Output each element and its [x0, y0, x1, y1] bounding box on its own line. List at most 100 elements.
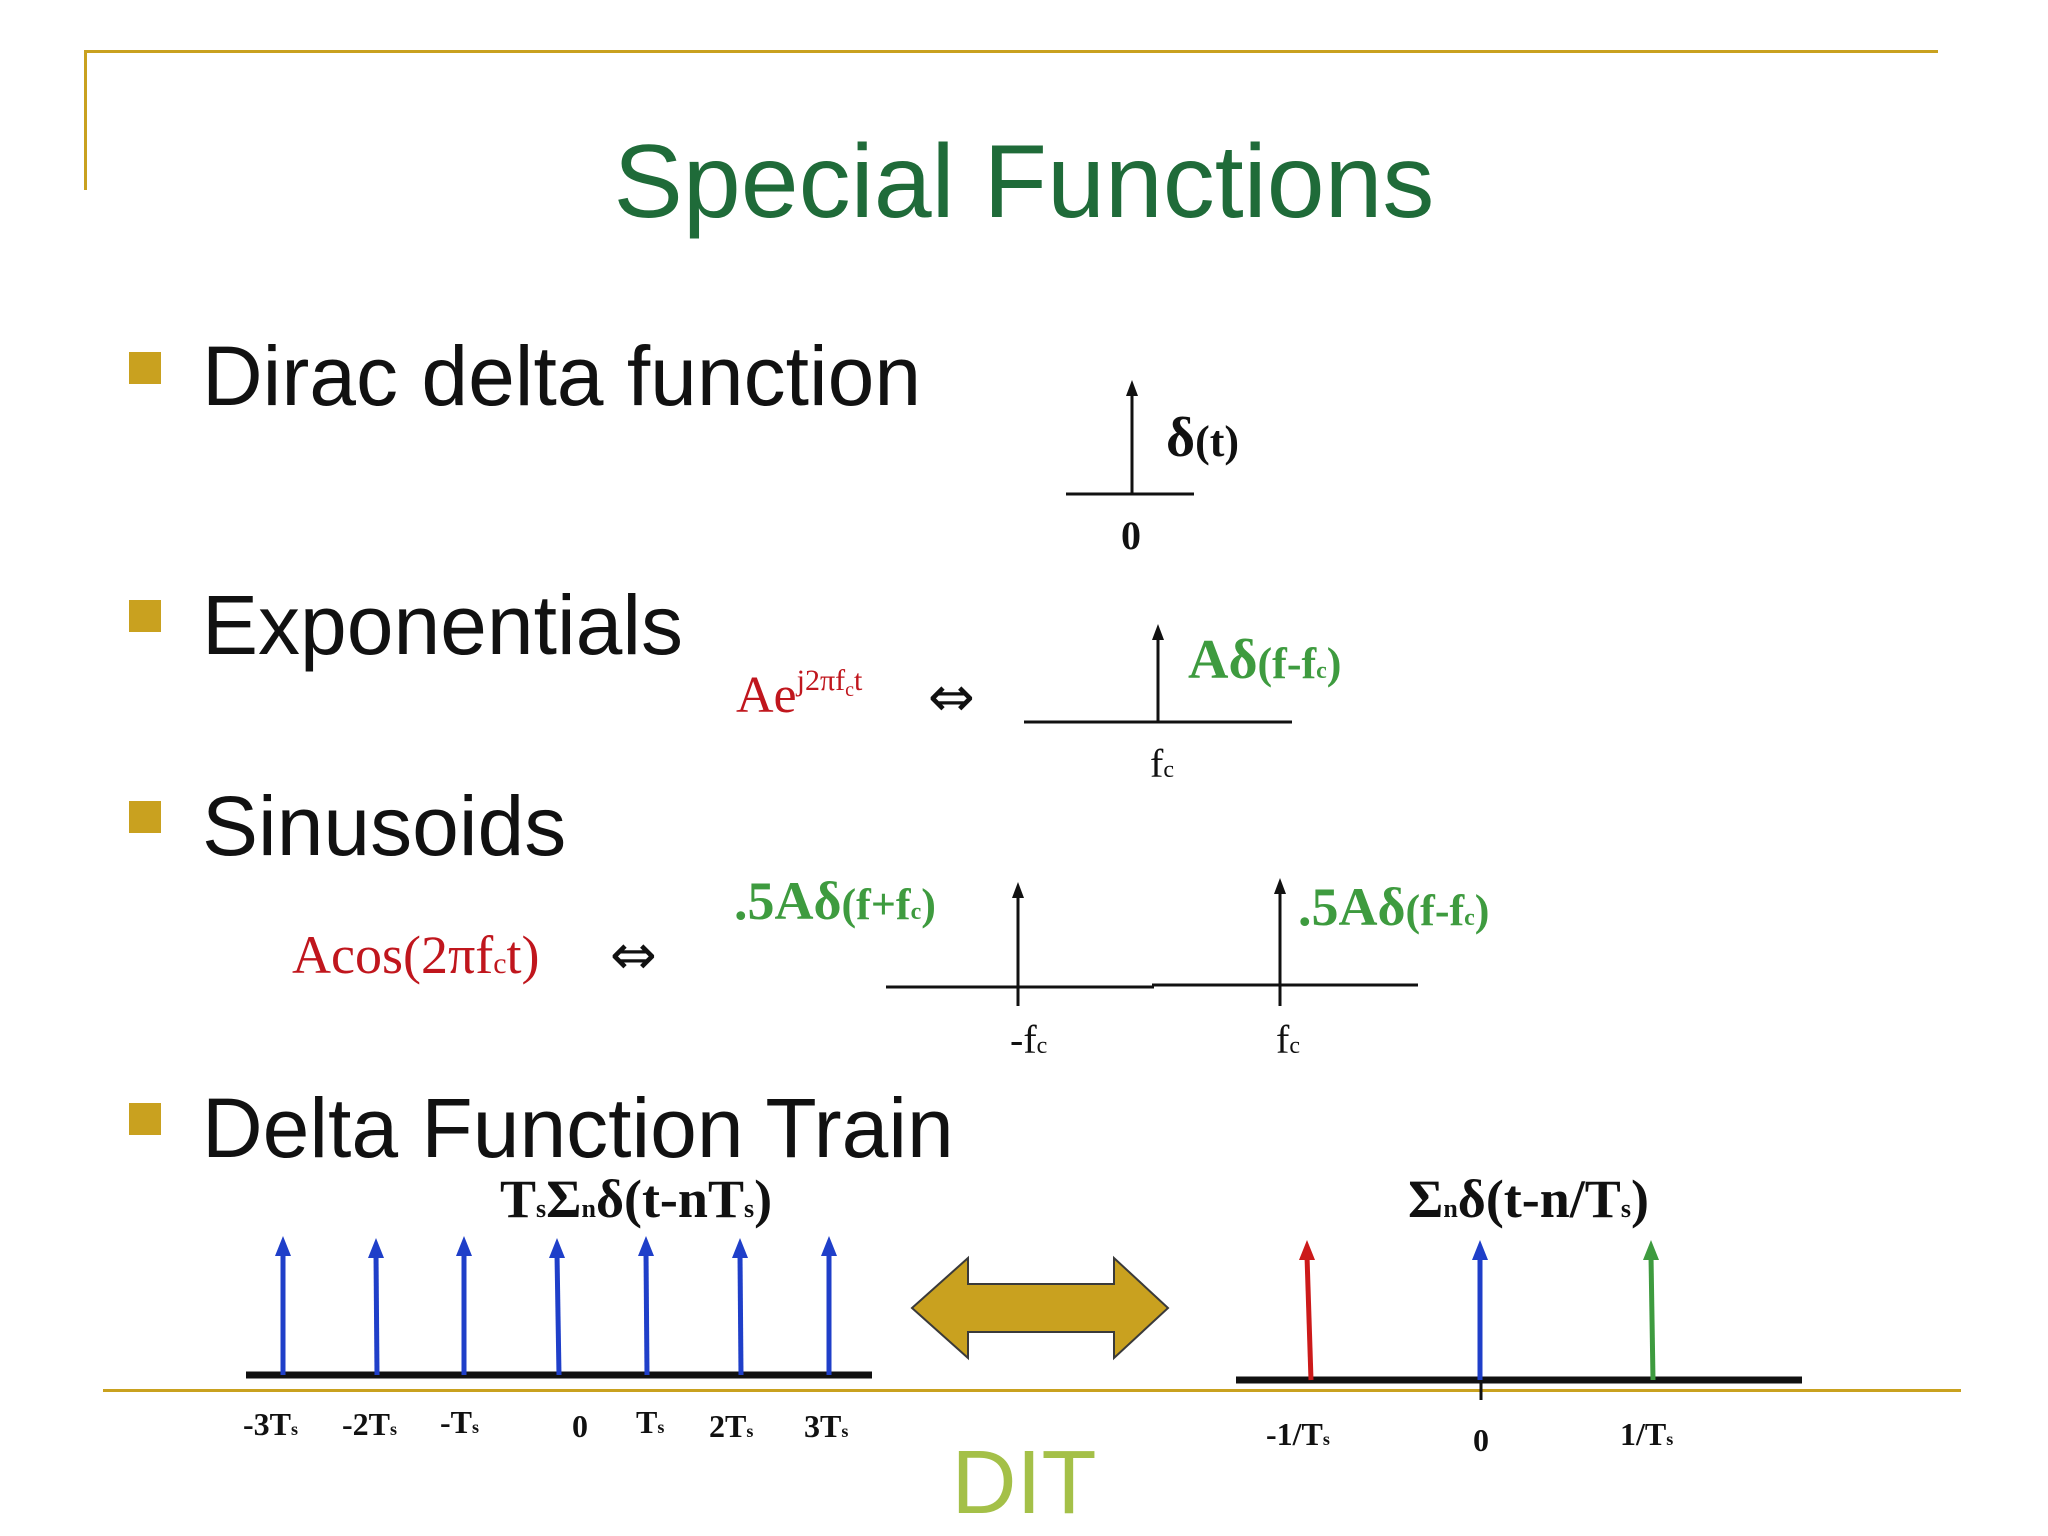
bullet-exponentials-text: Exponentials — [202, 578, 683, 672]
sin-lhs-sub: c — [493, 947, 507, 980]
sin-left-symbol: δ — [813, 871, 842, 931]
tick-main: 0 — [1473, 1422, 1489, 1458]
train-right-arrowhead-red — [1299, 1240, 1315, 1260]
exp-rhs-arg-post: ) — [1326, 639, 1342, 688]
sin-left-coef: .5A — [734, 871, 814, 931]
sin-lhs-formula: Acos(2πfct) — [292, 928, 540, 982]
dirac-delta-plot — [1066, 380, 1194, 496]
train-left-arg-pre: (t-nT — [623, 1169, 744, 1229]
tick-sub: s — [390, 1419, 398, 1439]
tick-sub: s — [1666, 1429, 1674, 1449]
tick-sub: s — [657, 1417, 665, 1437]
train-left-arrowhead — [275, 1236, 291, 1256]
tick-main: 1/T — [1620, 1416, 1667, 1452]
tick-sub: s — [1322, 1429, 1330, 1449]
train-left-arrowhead — [638, 1236, 654, 1256]
tick-main: -2T — [342, 1406, 390, 1442]
exp-tick-main: f — [1150, 741, 1164, 786]
sin-right-coef: .5A — [1298, 877, 1378, 937]
exp-rhs-coef: A — [1188, 629, 1229, 691]
sin-equivalence-arrow: ⇔ — [610, 923, 657, 988]
sin-left-formula: .5Aδ(f+fc) — [734, 874, 936, 928]
train-left-t: T — [500, 1169, 537, 1229]
sin-tick-neg-fc: -fc — [1010, 1020, 1047, 1060]
sin-tick-right-sub: c — [1289, 1033, 1300, 1059]
train-left-sigma: Σ — [546, 1169, 582, 1229]
train-left-impulse — [643, 1251, 650, 1376]
left-delta-train — [246, 1236, 872, 1379]
train-left-impulse — [737, 1253, 744, 1376]
exp-rhs-arg-pre: (f-f — [1257, 639, 1317, 688]
dirac-tick-zero: 0 — [1121, 513, 1141, 558]
double-arrow-icon — [910, 1255, 1170, 1361]
train-left-arrowhead — [456, 1236, 472, 1256]
bullet-square-icon — [129, 1103, 161, 1135]
exp-lhs-exp-main: j2πf — [796, 664, 846, 697]
sinusoid-plot — [886, 878, 1418, 1006]
exp-lhs-exponent: j2πfct — [796, 664, 863, 701]
exponential-plot — [1024, 624, 1292, 724]
tick-main: T — [636, 1404, 658, 1440]
sin-left-arg-post: ) — [921, 880, 936, 929]
sin-right-formula: .5Aδ(f-fc) — [1298, 880, 1489, 934]
train-left-impulse — [554, 1253, 562, 1376]
train-left-arrowhead — [732, 1238, 748, 1258]
exp-rhs-arg-sub: c — [1316, 658, 1327, 684]
exp-tick-sub: c — [1163, 757, 1174, 783]
sin-tick-right-main: f — [1276, 1017, 1290, 1062]
train-left-tick: -2Ts — [342, 1408, 397, 1440]
train-left-t-sub: s — [536, 1194, 547, 1223]
sin-tick-pos-fc: fc — [1276, 1020, 1300, 1060]
top-rule — [84, 50, 1938, 53]
dirac-label: δ(t) — [1166, 410, 1239, 466]
bullet-square-icon — [129, 801, 161, 833]
train-right-impulse-green — [1648, 1255, 1656, 1381]
sin-left-arg: (f+fc) — [842, 880, 936, 929]
footer-logo-text: DIT — [951, 1433, 1097, 1533]
train-left-formula: TsΣnδ(t-nTs) — [500, 1172, 772, 1226]
bullet-square-icon — [129, 600, 161, 632]
sin-arrowhead-left — [1012, 882, 1024, 898]
train-left-sigma-sub: n — [581, 1194, 596, 1223]
tick-sub: s — [291, 1419, 299, 1439]
train-left-tick: 0 — [572, 1410, 588, 1442]
train-right-delta: δ — [1457, 1169, 1486, 1229]
tick-main: -1/T — [1266, 1416, 1323, 1452]
train-left-tick: 3Ts — [804, 1410, 848, 1442]
train-left-arg-post: ) — [754, 1169, 773, 1229]
train-left-tick: -Ts — [440, 1406, 479, 1438]
slide-title: Special Functions — [613, 124, 1435, 240]
train-right-sigma: Σ — [1408, 1169, 1444, 1229]
train-left-impulse — [373, 1253, 380, 1376]
train-left-tick: 2Ts — [709, 1410, 753, 1442]
sin-right-arg-sub: c — [1464, 905, 1475, 931]
tick-main: 2T — [709, 1408, 747, 1444]
tick-sub: s — [841, 1421, 849, 1441]
dirac-label-arg: (t) — [1195, 417, 1240, 466]
train-right-formula: Σnδ(t-n/Ts) — [1408, 1172, 1649, 1226]
train-right-tick: 1/Ts — [1620, 1418, 1673, 1450]
exp-tick-fc: fc — [1150, 744, 1174, 784]
sin-right-arg-pre: (f-f — [1405, 886, 1465, 935]
tick-sub: s — [472, 1417, 480, 1437]
train-left-arrowhead — [549, 1238, 565, 1258]
exp-lhs-base: Ae — [736, 667, 797, 724]
train-right-arrowhead-blue — [1472, 1240, 1488, 1260]
train-left-arrowhead — [821, 1236, 837, 1256]
train-right-tick: -1/Ts — [1266, 1418, 1330, 1450]
train-right-arg-pre: (t-n/T — [1485, 1169, 1621, 1229]
sin-arrowhead-right — [1274, 878, 1286, 894]
train-right-sigma-sub: n — [1443, 1194, 1458, 1223]
dirac-label-symbol: δ — [1166, 407, 1196, 469]
sin-left-arg-sub: c — [910, 899, 922, 925]
exp-rhs-arg: (f-fc) — [1258, 639, 1342, 688]
right-delta-train — [1236, 1240, 1802, 1400]
train-right-tick: 0 — [1473, 1424, 1489, 1456]
bottom-rule — [103, 1389, 1961, 1392]
sin-right-arg: (f-fc) — [1406, 886, 1490, 935]
bullet-square-icon — [129, 352, 161, 384]
train-left-tick: Ts — [636, 1406, 664, 1438]
sin-tick-left-main: -f — [1010, 1017, 1037, 1062]
sin-lhs-pre: Acos(2πf — [292, 925, 494, 985]
